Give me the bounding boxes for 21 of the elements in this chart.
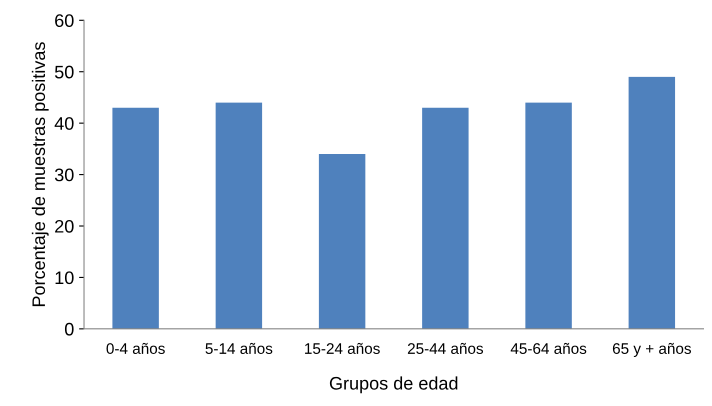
y-axis-title: Porcentaje de muestras positivas bbox=[32, 42, 49, 306]
x-tick-label: 15-24 años bbox=[305, 342, 380, 354]
y-tick-label: 60 bbox=[55, 14, 74, 28]
y-tick-label: 0 bbox=[64, 322, 74, 336]
y-tick-label: 30 bbox=[54, 168, 74, 182]
x-axis-title: Grupos de edad bbox=[330, 376, 458, 394]
bar bbox=[525, 102, 572, 329]
x-tick-label: 5-14 años bbox=[206, 342, 272, 354]
bar bbox=[422, 108, 469, 329]
bar bbox=[112, 108, 159, 329]
x-tick-label: 65 y + años bbox=[612, 342, 691, 357]
y-tick-label: 10 bbox=[56, 271, 74, 284]
y-tick-label: 20 bbox=[55, 220, 74, 233]
x-tick-label: 0-4 años bbox=[106, 342, 165, 354]
y-tick-label: 40 bbox=[54, 117, 74, 130]
y-tick-label: 50 bbox=[54, 66, 74, 78]
x-tick-label: 45-64 años bbox=[510, 342, 586, 354]
bar bbox=[628, 76, 676, 329]
x-tick-label: 25-44 años bbox=[408, 342, 484, 354]
bar bbox=[318, 154, 366, 329]
bar bbox=[216, 102, 262, 329]
